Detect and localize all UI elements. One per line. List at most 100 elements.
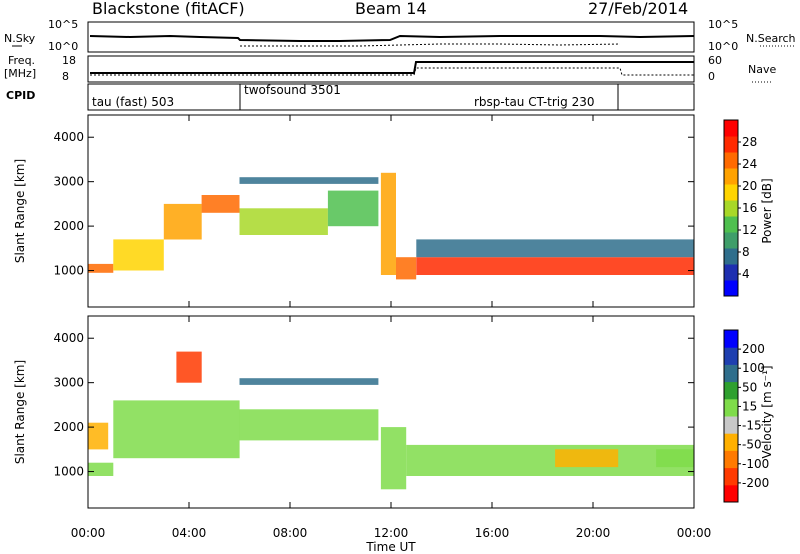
colorbar-tick-label: 20	[742, 179, 757, 193]
velocity-ytick-label: 1000	[53, 465, 84, 479]
velocity-ytick-label: 4000	[53, 331, 84, 345]
xtick-label: 04:00	[172, 526, 207, 540]
colorbar-swatch	[724, 216, 738, 233]
cpid-label: CPID	[6, 89, 35, 102]
velocity-band-10	[656, 449, 694, 468]
power-ytick-label: 4000	[53, 130, 84, 144]
noise-left-tick-bottom: 10^0	[48, 40, 78, 53]
noise-left-tick-top: 10^5	[48, 18, 78, 31]
cpid-segment-2: twofsound 3501	[244, 83, 341, 97]
colorbar-tick-label: -15	[742, 419, 762, 433]
power-y-ticks: 4000 3000 2000 1000	[53, 130, 694, 278]
noise-right-tick-bottom: 10^0	[708, 40, 738, 53]
power-ytick-label: 3000	[53, 175, 84, 189]
velocity-band-7	[380, 427, 407, 490]
velocity-band-2	[88, 422, 109, 450]
power-band-10	[416, 257, 695, 275]
xtick-label: 20:00	[576, 526, 611, 540]
velocity-band-4	[176, 351, 202, 383]
freq-label: Freq.	[8, 54, 35, 67]
freq-tick-bottom: 8	[62, 70, 69, 83]
noise-right-tick-top: 10^5	[708, 18, 738, 31]
colorbar-swatch	[724, 364, 738, 383]
velocity-band-5	[239, 409, 379, 441]
nave-tick-bottom: 0	[708, 70, 715, 83]
nave-tick-top: 60	[708, 54, 722, 67]
noise-panel: N.Sky 10^5 10^0 10^5 10^0 N.Search	[4, 18, 796, 53]
xtick-label: 12:00	[374, 526, 409, 540]
velocity-ytick-label: 3000	[53, 376, 84, 390]
colorbar-swatch	[724, 467, 738, 486]
cpid-segment-1: tau (fast) 503	[92, 95, 174, 109]
colorbar-swatch	[724, 450, 738, 469]
time-axis: 00:00 04:00 08:00 12:00 16:00 20:00 00:00	[71, 115, 712, 540]
freq-trace	[90, 61, 694, 74]
colorbar-swatch	[724, 152, 738, 169]
power-ylabel: Slant Range [km]	[13, 159, 27, 263]
velocity-data-cells	[88, 351, 694, 490]
colorbar-tick-label: 16	[742, 201, 757, 215]
power-band-8	[380, 172, 396, 275]
velocity-colorbar-title: Velocity [m s⁻¹]	[760, 365, 774, 458]
freq-panel: Freq. [MHz] 18 8 60 0 Nave	[4, 54, 776, 83]
power-colorbar-title: Power [dB]	[760, 178, 774, 243]
power-ytick-label: 2000	[53, 219, 84, 233]
velocity-ytick-label: 2000	[53, 420, 84, 434]
colorbar-swatch	[724, 381, 738, 400]
colorbar-tick-label: 28	[742, 135, 757, 149]
colorbar-swatch	[724, 347, 738, 365]
nave-label: Nave	[748, 63, 776, 76]
colorbar-swatch	[724, 264, 738, 281]
colorbar-tick-label: -50	[742, 438, 762, 452]
cpid-segment-3: rbsp-tau CT-trig 230	[474, 95, 594, 109]
noise-sky-trace	[89, 34, 695, 42]
noise-search-trace	[240, 43, 621, 47]
power-data-cells	[88, 172, 695, 280]
velocity-band-1	[88, 462, 114, 476]
power-band-5	[239, 208, 328, 235]
colorbar-tick-label: 50	[742, 380, 757, 394]
colorbar-tick-label: 200	[742, 342, 765, 356]
power-band-4	[201, 195, 240, 213]
beam-title: Beam 14	[355, 0, 427, 18]
colorbar-swatch	[724, 200, 738, 217]
velocity-band-6	[239, 378, 379, 385]
xtick-label: 16:00	[475, 526, 510, 540]
noise-search-label: N.Search	[746, 32, 796, 45]
colorbar-tick-label: 24	[742, 157, 757, 171]
colorbar-tick-label: 4	[742, 267, 750, 281]
velocity-band-3	[113, 400, 240, 459]
colorbar-swatch	[724, 416, 738, 434]
colorbar-tick-label: 15	[742, 399, 757, 413]
xtick-label: 08:00	[273, 526, 308, 540]
xtick-label: 00:00	[677, 526, 712, 540]
colorbar-swatch	[724, 248, 738, 265]
power-band-1	[88, 263, 114, 273]
freq-tick-top: 18	[62, 54, 76, 67]
colorbar-swatch	[724, 120, 738, 137]
date-title: 27/Feb/2014	[588, 0, 688, 18]
colorbar-swatch	[724, 280, 738, 297]
power-panel: 4000 3000 2000 1000	[53, 114, 695, 308]
colorbar-tick-label: 8	[742, 245, 750, 259]
power-band-11	[416, 239, 695, 258]
velocity-ylabel: Slant Range [km]	[13, 360, 27, 464]
power-band-6	[327, 190, 379, 227]
colorbar-tick-label: -200	[742, 476, 769, 490]
velocity-band-9	[555, 449, 619, 468]
colorbar-swatch	[724, 184, 738, 201]
power-band-2	[113, 239, 164, 271]
power-band-9	[396, 257, 417, 280]
noise-sky-label: N.Sky	[4, 32, 36, 45]
power-colorbar: 28 24 20 16 12 8 4	[723, 119, 757, 297]
colorbar-swatch	[724, 168, 738, 185]
velocity-panel: 4000 3000 2000 1000	[53, 315, 695, 509]
colorbar-tick-label: 12	[742, 223, 757, 237]
time-axis-label: Time UT	[365, 540, 416, 554]
power-ytick-label: 1000	[53, 264, 84, 278]
velocity-colorbar: 200 100 50 15 -15 -50 -100 -200	[723, 329, 769, 503]
colorbar-swatch	[724, 398, 738, 417]
power-band-7	[239, 177, 379, 184]
colorbar-frame	[723, 329, 739, 503]
